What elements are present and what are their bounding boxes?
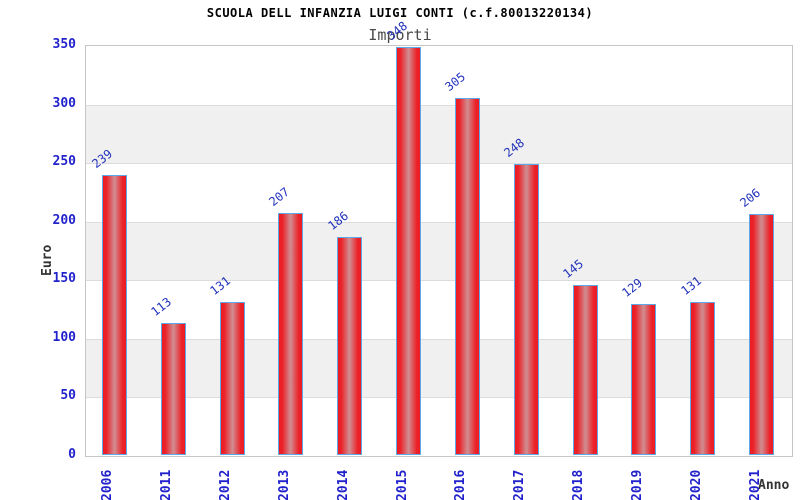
plot-band bbox=[86, 221, 792, 281]
grid-line bbox=[86, 397, 792, 399]
grid-line bbox=[86, 280, 792, 282]
bar-2019 bbox=[631, 303, 657, 455]
y-tick-label: 50 bbox=[60, 388, 76, 404]
plot-area bbox=[85, 45, 793, 457]
x-tick-label: 2014 bbox=[335, 469, 351, 500]
x-tick-label: 2019 bbox=[629, 469, 645, 500]
bar-2016 bbox=[454, 97, 480, 455]
plot-band bbox=[86, 163, 792, 222]
y-tick-label: 0 bbox=[68, 447, 76, 462]
grid-line bbox=[86, 338, 792, 340]
plot-band bbox=[86, 338, 792, 398]
x-tick-label: 2018 bbox=[571, 469, 587, 500]
y-tick-label: 350 bbox=[52, 37, 76, 52]
bar-2017 bbox=[513, 164, 539, 455]
plot-band bbox=[86, 397, 792, 456]
plot-band bbox=[86, 46, 792, 105]
chart-subtitle: Importi bbox=[368, 26, 432, 44]
plot-band bbox=[86, 104, 792, 164]
y-tick-label: 150 bbox=[52, 271, 76, 287]
y-axis-title: Euro bbox=[40, 244, 55, 276]
y-tick-label: 200 bbox=[52, 212, 76, 228]
x-tick-label: 2006 bbox=[100, 469, 116, 500]
y-tick-label: 100 bbox=[52, 329, 76, 345]
bar-2020 bbox=[690, 301, 716, 455]
y-tick-label: 300 bbox=[52, 95, 76, 111]
x-tick-label: 2016 bbox=[453, 469, 469, 500]
grid-line bbox=[86, 104, 792, 106]
bar-2014 bbox=[337, 237, 363, 455]
bar-2011 bbox=[160, 322, 186, 455]
x-tick-label: 2015 bbox=[394, 469, 410, 500]
y-tick-label: 250 bbox=[52, 154, 76, 170]
bar-2013 bbox=[278, 212, 304, 455]
x-tick-label: 2020 bbox=[688, 469, 704, 500]
x-tick-label: 2013 bbox=[276, 469, 292, 500]
bar-2018 bbox=[572, 285, 598, 455]
bar-2012 bbox=[219, 301, 245, 455]
grid-line bbox=[86, 163, 792, 165]
bar-2006 bbox=[101, 175, 127, 455]
chart-title: SCUOLA DELL INFANZIA LUIGI CONTI (c.f.80… bbox=[206, 6, 594, 20]
x-tick-label: 2021 bbox=[747, 469, 763, 500]
x-tick-label: 2011 bbox=[159, 469, 175, 500]
x-tick-label: 2012 bbox=[218, 469, 234, 500]
bar-2015 bbox=[396, 47, 422, 455]
grid-line bbox=[86, 221, 792, 223]
x-tick-label: 2017 bbox=[512, 469, 528, 500]
plot-band bbox=[86, 280, 792, 339]
x-axis-title: Anno bbox=[758, 478, 790, 493]
bar-2021 bbox=[749, 213, 775, 455]
